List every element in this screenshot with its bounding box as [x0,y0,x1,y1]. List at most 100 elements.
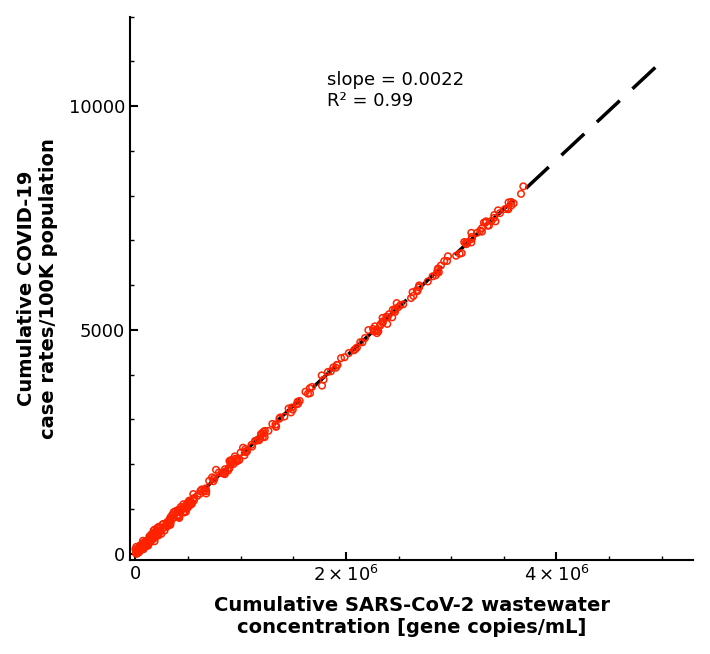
Point [182,498,193,508]
Point [139,539,151,549]
Point [151,523,163,534]
Point [178,507,189,517]
Point [158,519,169,529]
Point [466,237,477,248]
Point [144,535,155,545]
Point [461,239,472,249]
Point [136,543,148,553]
Point [184,500,195,511]
Point [170,506,181,517]
Point [411,285,422,296]
Point [229,451,241,462]
Point [335,353,346,364]
Point [283,404,294,414]
Point [422,276,434,286]
Point [258,428,269,439]
Point [146,533,157,543]
Point [141,538,153,549]
Point [137,544,148,555]
Point [412,286,423,296]
Point [369,325,381,336]
Point [173,513,185,523]
Point [225,455,236,465]
Point [182,498,193,509]
Point [148,530,160,541]
Point [167,509,178,520]
Point [343,348,354,358]
Point [142,536,153,547]
Point [162,519,173,529]
Point [137,541,148,551]
Point [137,541,148,551]
Point [149,532,160,542]
Point [173,505,184,515]
Point [155,526,166,536]
Point [180,502,191,512]
Point [200,489,212,499]
Point [162,517,173,527]
Point [146,534,157,544]
Point [181,504,192,514]
Point [137,540,148,550]
Point [131,548,143,559]
Point [508,198,519,209]
Point [407,287,418,298]
Point [224,456,235,466]
Point [350,344,361,354]
Point [148,525,160,535]
Point [228,459,239,470]
Point [133,543,145,554]
Point [219,464,231,474]
Point [148,528,160,539]
Point [137,542,148,553]
Point [381,311,392,322]
Point [274,413,285,424]
Point [133,547,145,557]
Point [141,536,153,547]
Point [476,226,488,237]
Point [486,216,497,226]
Point [391,298,403,308]
Point [466,228,477,238]
Point [225,459,236,470]
Point [141,538,152,549]
Point [146,532,157,543]
X-axis label: Cumulative SARS-CoV-2 wastewater
concentration [gene copies/mL]: Cumulative SARS-CoV-2 wastewater concent… [214,596,610,638]
Point [482,220,493,231]
Point [132,547,143,558]
Point [493,205,504,216]
Point [241,446,252,456]
Point [155,528,167,539]
Point [389,307,400,317]
Point [258,426,269,437]
Point [138,538,149,548]
Point [168,507,180,517]
Point [480,217,491,228]
Point [165,512,176,523]
Point [270,419,281,430]
Point [134,544,146,555]
Point [173,505,185,515]
Point [218,468,229,479]
Point [222,466,234,476]
Point [185,499,196,509]
Point [305,388,316,398]
Point [257,432,268,442]
Point [172,509,183,520]
Point [241,446,252,456]
Point [207,472,218,483]
Point [427,271,438,282]
Point [286,402,297,413]
Point [186,497,197,508]
Point [322,367,334,377]
Point [208,473,219,484]
Point [466,233,477,244]
Point [131,542,142,552]
Point [373,326,384,337]
Point [138,542,150,553]
Point [327,362,339,373]
Point [325,366,337,377]
Point [133,544,144,555]
Point [147,534,158,545]
Point [253,434,264,445]
